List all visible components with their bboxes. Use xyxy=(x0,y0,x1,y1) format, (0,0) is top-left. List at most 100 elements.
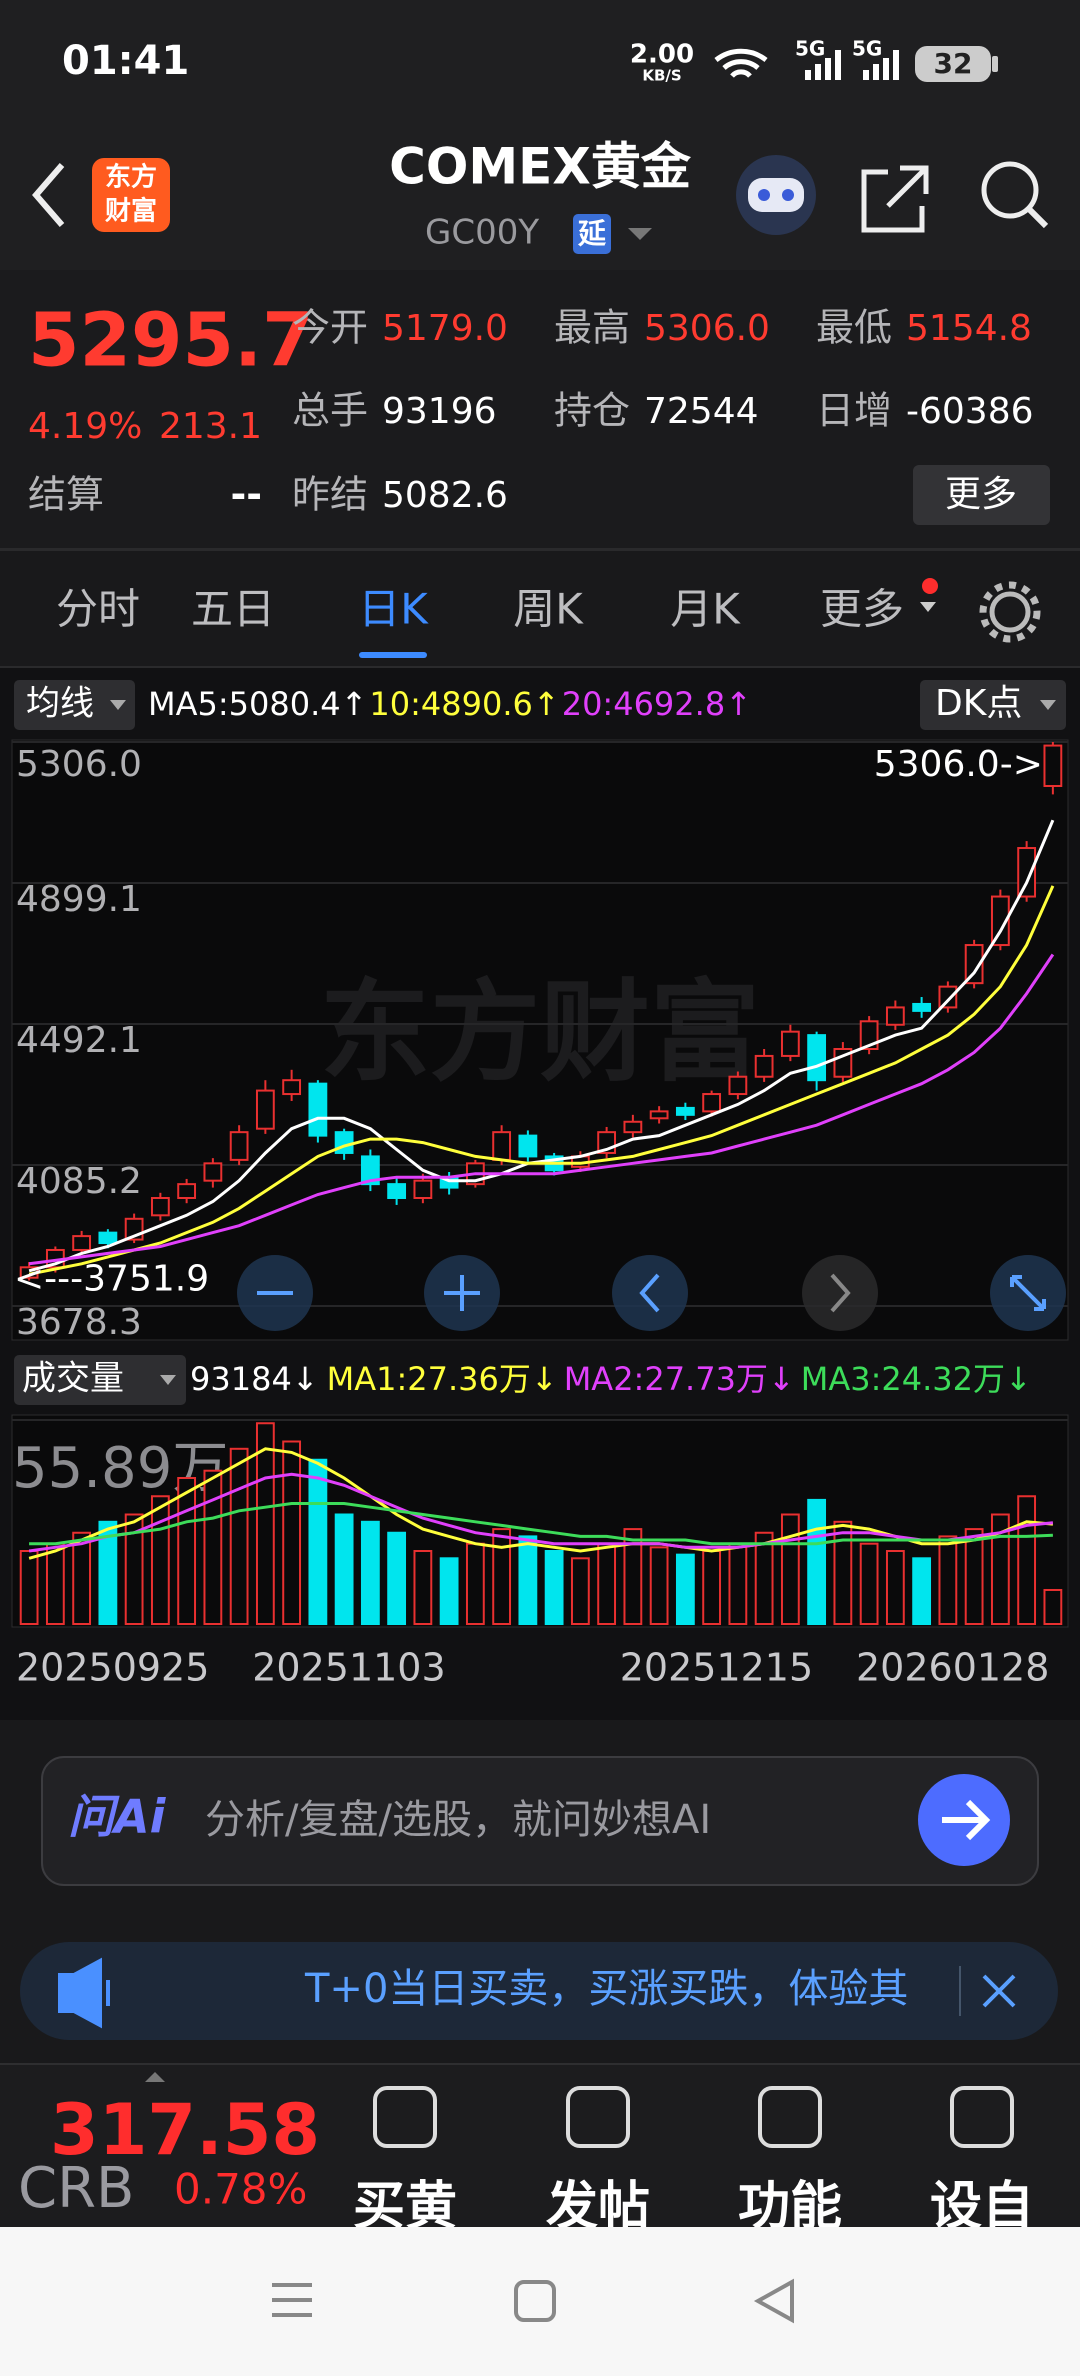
volume-bar xyxy=(282,1440,302,1625)
nav-home[interactable] xyxy=(514,2280,556,2322)
tab[interactable]: 更多 xyxy=(820,585,904,634)
volume-bar xyxy=(754,1531,774,1626)
volume-bar xyxy=(177,1476,197,1625)
banner-close[interactable] xyxy=(982,1974,1016,2008)
speaker-icon xyxy=(58,1957,110,2029)
index-change[interactable]: 0.78% xyxy=(174,2165,307,2214)
wifi-icon xyxy=(714,48,768,78)
volume-bar xyxy=(964,1528,984,1625)
field-value: 93196 xyxy=(382,391,497,432)
volume-bar xyxy=(649,1546,669,1626)
volume-ma-line xyxy=(28,1447,1054,1560)
ma-legend: MA5:5080.4↑ xyxy=(148,685,367,723)
candle-body xyxy=(912,1002,932,1012)
volume-bar xyxy=(465,1542,485,1626)
quote-fields: 今开 5179.0 最高 5306.0 最低 5154.8 总手 93196 持仓 72544 日增… xyxy=(292,306,1034,517)
field-label: 总手 xyxy=(292,389,368,433)
volume-bar xyxy=(45,1542,65,1626)
volume-bar xyxy=(859,1542,879,1626)
volume-selector-label[interactable]: 成交量 xyxy=(22,1359,124,1399)
scroll-right[interactable] xyxy=(802,1255,878,1331)
volume-bar xyxy=(203,1469,223,1625)
index-name[interactable]: CRB xyxy=(18,2156,134,2221)
tab[interactable]: 月K xyxy=(670,585,741,634)
field-value: 5179.0 xyxy=(382,308,508,349)
tab[interactable]: 周K xyxy=(513,585,584,634)
volume-ma-legend: MA1:27.36万↓ xyxy=(327,1360,558,1398)
y-tick-label: 4085.2 xyxy=(16,1161,142,1202)
ai-placeholder[interactable]: 分析/复盘/选股，就问妙想AI xyxy=(205,1797,711,1843)
ai-send-icon xyxy=(942,1799,991,1841)
settle-label: 结算 xyxy=(28,473,104,517)
volume-selector[interactable] xyxy=(14,1355,186,1405)
volume-current: 93184↓ xyxy=(190,1360,319,1398)
ma-line xyxy=(28,885,1055,1276)
volume-bar xyxy=(780,1513,800,1625)
field-value: 5154.8 xyxy=(906,308,1032,349)
fullscreen-icon xyxy=(1010,1275,1046,1311)
x-tick-label: 20251215 xyxy=(620,1646,813,1690)
volume-bar xyxy=(360,1520,380,1625)
back-button[interactable] xyxy=(32,163,65,227)
banner[interactable] xyxy=(20,1942,1058,2040)
volume-bar xyxy=(413,1549,433,1626)
dropdown-arrow xyxy=(110,700,126,710)
field-label: 日增 xyxy=(816,389,892,433)
candle-body xyxy=(72,1235,92,1251)
candle-body xyxy=(203,1162,223,1182)
volume-bar xyxy=(807,1498,827,1625)
banner-text[interactable]: T+0当日买卖，买涨买跌，体验其 xyxy=(304,1966,908,2012)
scroll-left[interactable] xyxy=(612,1255,688,1331)
y-tick-label: 4899.1 xyxy=(16,879,142,920)
battery xyxy=(915,46,991,82)
index-value[interactable]: 317.58 xyxy=(50,2089,320,2171)
divider xyxy=(0,548,1080,551)
tab[interactable]: 分时 xyxy=(56,585,140,634)
more-label[interactable]: 更多 xyxy=(945,474,1017,515)
logo-text: 东方 xyxy=(105,162,157,193)
x-tick-label: 20260128 xyxy=(856,1646,1049,1690)
volume-ma-line xyxy=(28,1472,1054,1553)
price: 5295.7 xyxy=(28,298,314,384)
field-label: 今开 xyxy=(292,306,368,350)
volume-bar xyxy=(1043,1588,1063,1625)
signal-label: 5G xyxy=(852,37,882,61)
field-label: 最高 xyxy=(554,306,630,350)
y-tick-label: 3678.3 xyxy=(16,1302,142,1343)
volume-bar xyxy=(229,1447,249,1625)
candle-body xyxy=(98,1231,118,1245)
volume-bar xyxy=(255,1422,275,1626)
ma-selector[interactable] xyxy=(14,680,135,730)
ma-line xyxy=(28,819,1055,1273)
ma-legend: 10:4890.6↑ xyxy=(369,685,559,723)
share-button[interactable] xyxy=(861,165,929,233)
dk-button[interactable] xyxy=(920,680,1066,730)
tab[interactable]: 五日 xyxy=(191,585,275,634)
volume-bar xyxy=(308,1458,328,1625)
candle-body xyxy=(177,1183,197,1199)
chart-controls xyxy=(237,1255,1066,1331)
search-button[interactable] xyxy=(981,161,1039,219)
candle-body xyxy=(518,1134,538,1158)
settle: -- xyxy=(230,473,262,517)
volume-bar xyxy=(675,1553,695,1626)
net-unit: KB/S xyxy=(642,67,681,85)
field-value: 72544 xyxy=(644,391,759,432)
dk-label[interactable]: DK点 xyxy=(935,683,1022,724)
more-button[interactable] xyxy=(913,465,1050,525)
code-dropdown[interactable] xyxy=(628,228,652,240)
tab[interactable]: 日K xyxy=(358,585,429,634)
avatar-face xyxy=(748,178,804,212)
volume-bar xyxy=(597,1542,617,1626)
title: COMEX黄金 xyxy=(389,138,692,196)
nav-back[interactable] xyxy=(753,2278,794,2324)
delay: 延 xyxy=(577,217,607,250)
settings-button[interactable] xyxy=(979,581,1041,643)
battery-level: 32 xyxy=(934,47,973,80)
volume-bar xyxy=(702,1549,722,1626)
nav-menu[interactable] xyxy=(272,2283,312,2317)
ai-input[interactable] xyxy=(41,1756,1039,1886)
scroll-right-icon xyxy=(830,1273,851,1313)
ma-selector-label[interactable]: 均线 xyxy=(26,684,94,724)
